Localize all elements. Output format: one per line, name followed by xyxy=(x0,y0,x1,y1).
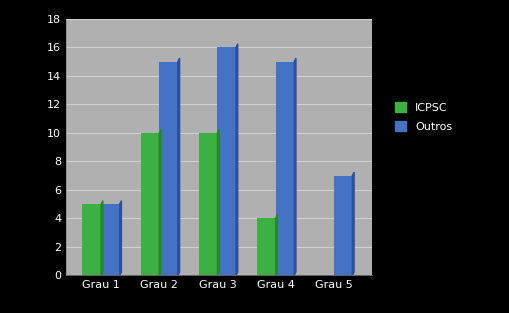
Polygon shape xyxy=(294,58,296,275)
Polygon shape xyxy=(178,58,180,275)
Polygon shape xyxy=(275,215,277,275)
Bar xyxy=(257,218,275,275)
Bar xyxy=(275,62,294,275)
Polygon shape xyxy=(217,129,219,275)
Bar xyxy=(159,62,178,275)
Bar xyxy=(334,176,352,275)
Bar xyxy=(82,204,101,275)
Legend: ICPSC, Outros: ICPSC, Outros xyxy=(389,96,458,138)
Bar xyxy=(101,204,120,275)
Bar xyxy=(217,47,236,275)
Bar xyxy=(199,133,217,275)
Polygon shape xyxy=(101,201,103,275)
Bar xyxy=(140,133,159,275)
Polygon shape xyxy=(236,44,238,275)
Polygon shape xyxy=(159,129,161,275)
Polygon shape xyxy=(352,172,354,275)
Polygon shape xyxy=(120,201,122,275)
